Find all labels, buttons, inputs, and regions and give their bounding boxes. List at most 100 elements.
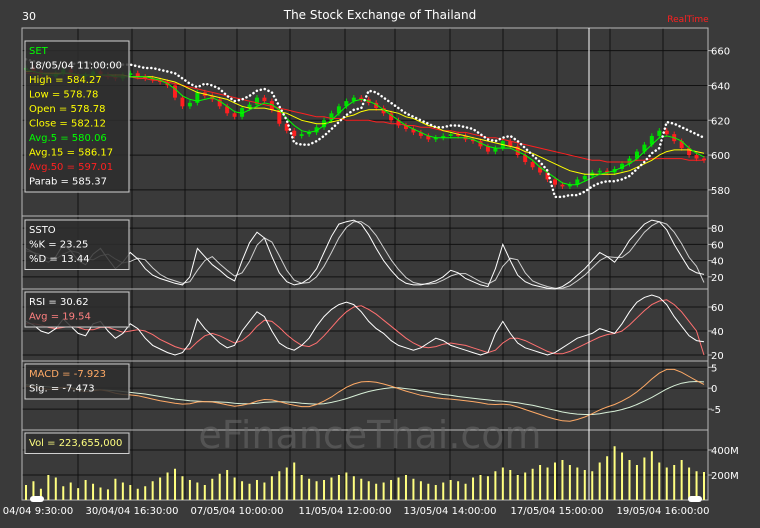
y-tick-label: 200M [711,471,739,482]
candle-body [560,184,565,187]
volume-bar [606,456,609,500]
volume-bar [486,476,489,500]
rsi-legend-rsi: RSI = 30.62 [29,297,89,308]
candle-body [180,97,185,107]
volume-bar [293,462,296,500]
volume-bar [62,486,65,500]
price-legend-parab: Parab = 585.37 [29,177,107,188]
realtime-label: RealTime [667,15,709,25]
scroll-marker-right[interactable] [688,496,702,502]
volume-bar [650,451,653,500]
y-tick-label: -5 [711,405,721,416]
volume-bar [546,467,549,500]
x-tick-label: 04/04 9:30:00 [3,506,74,517]
ssto-legend-d: %D = 13.44 [29,254,90,265]
price-legend-date: 18/05/04 11:00:00 [29,61,122,72]
candle-body [314,127,319,133]
volume-bar [598,462,601,500]
volume-bar [263,482,266,500]
volume-bar [621,452,624,500]
volume-bar [270,476,273,500]
candle-body [247,104,252,109]
volume-bar [561,460,564,500]
candle-body [240,108,245,117]
volume-bar [360,478,363,500]
volume-bar [501,467,504,500]
candle-body [642,144,647,152]
candle-body [605,170,610,173]
candle-body [344,101,349,107]
y-tick-label: 5 [711,363,717,374]
volume-bar [25,485,27,500]
x-tick-label: 07/05/04 10:00:00 [190,506,283,517]
volume-bar [337,475,340,500]
volume-legend [24,432,130,454]
y-tick-label: 20 [711,351,724,362]
rsi-line [25,294,705,356]
volume-bar [509,470,512,500]
price-legend-high: High = 584.27 [29,75,102,86]
volume-bar [531,468,534,500]
x-tick-label: 13/05/04 14:00:00 [403,506,496,517]
candle-body [292,130,297,136]
volume-bar [196,482,199,500]
y-tick-label: 60 [711,303,724,314]
y-tick-label: 640 [711,81,730,92]
volume-bar [69,482,72,500]
volume-bar [464,483,467,500]
y-tick-label: 20 [711,273,724,284]
candle-body [567,184,572,187]
candle-body [508,141,513,147]
candle-body [225,106,230,114]
candle-body [359,97,364,100]
volume-bar [315,481,318,500]
volume-bar [308,478,311,500]
candle-body [552,179,557,185]
candle-body [448,134,453,136]
ssto-legend [24,219,130,270]
candle-body [403,125,408,129]
y-tick-label: 60 [711,240,724,251]
candle-body [687,148,692,156]
candle-body [381,108,386,114]
y-tick-label: 580 [711,186,730,197]
volume-bar [449,480,452,500]
volume-bar [673,465,676,500]
y-tick-label: 400M [711,446,739,457]
candle-body [582,175,587,180]
scroll-marker-left[interactable] [30,496,44,502]
volume-bar [211,478,214,500]
price-legend-avg15: Avg.15 = 586.17 [29,148,113,159]
volume-bar [84,480,87,500]
candle-body [433,137,438,140]
volume-bar [472,477,475,500]
volume-bar [174,468,177,500]
volume-bar [494,471,497,500]
volume-bar [114,478,117,500]
candle-body [634,151,639,159]
macd-legend-sig: Sig. = -7.473 [29,384,95,395]
candle-body [456,134,461,136]
panel-frames [21,27,709,501]
avg50-line [26,72,704,163]
candle-body [515,146,520,156]
volume-bar [539,465,542,500]
volume-bar [665,467,668,500]
candle-body [679,141,684,149]
candle-body [195,92,200,103]
y-tick-label: 40 [711,327,724,338]
volume-bar [434,485,437,500]
volume-bar [47,475,50,500]
ssto-legend-title: SSTO [29,225,56,236]
candle-body [418,132,423,136]
candle-body [545,172,550,180]
volume-bar [382,482,385,500]
volume-bar [323,480,326,500]
candle-body [135,73,140,77]
volume-bar [203,485,206,500]
candle-body [657,130,662,136]
x-tick-label: 30/04/04 16:30:00 [85,506,178,517]
candle-body [441,135,446,138]
y-tick-label: 40 [711,257,724,268]
volume-bar [680,460,683,500]
